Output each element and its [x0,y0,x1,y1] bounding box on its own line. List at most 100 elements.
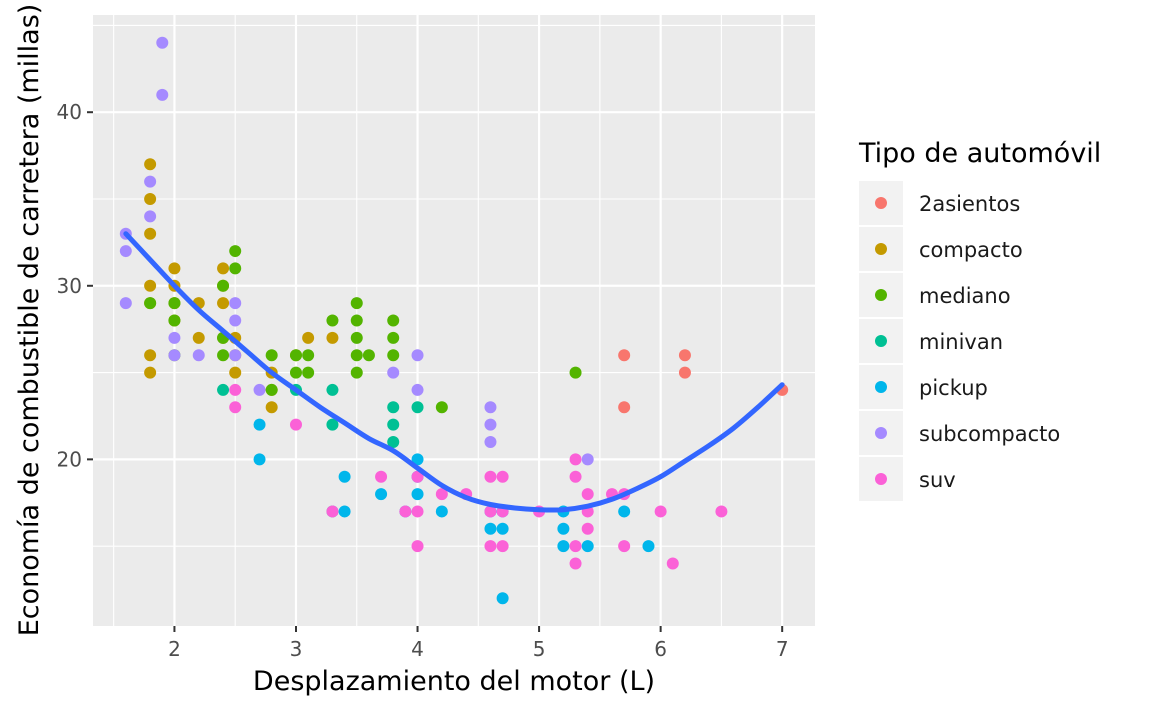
data-point [375,488,388,501]
data-point [399,505,412,518]
y-axis: 20 30 40 [57,100,93,471]
data-point [557,522,570,535]
legend-item: subcompacto [859,411,1060,455]
data-point [581,488,594,501]
data-point [387,349,400,362]
legend-label: pickup [919,376,988,400]
data-point [229,262,242,275]
data-point [144,279,157,292]
data-point [144,297,157,310]
data-point [144,349,157,362]
data-point [302,331,315,344]
data-point [411,505,424,518]
data-point [265,383,278,396]
data-point [350,349,363,362]
data-point [387,436,400,449]
data-point [618,349,631,362]
y-axis-title: Economía de combustible de carretera (mi… [14,4,45,637]
data-point [326,331,339,344]
legend-item: minivan [859,319,1003,363]
data-point [144,366,157,379]
data-point [253,453,266,466]
legend-swatch [875,473,887,485]
data-point [569,540,582,553]
legend-swatch [875,243,887,255]
data-point [484,522,497,535]
data-point [581,540,594,553]
data-point [618,401,631,414]
y-tick-label: 40 [57,100,82,124]
data-point [168,262,181,275]
data-point [350,366,363,379]
legend-item: suv [859,457,956,501]
data-point [484,505,497,518]
data-point [289,366,302,379]
x-tick-label: 3 [290,637,303,661]
data-point [496,592,509,605]
data-point [217,297,230,310]
data-point [581,522,594,535]
data-point [411,383,424,396]
legend-label: subcompacto [919,422,1060,446]
x-axis: 2 3 4 5 6 7 [168,626,789,661]
data-point [642,540,655,553]
data-point [217,279,230,292]
data-point [484,401,497,414]
data-point [678,349,691,362]
data-point [119,245,132,258]
data-point [144,175,157,188]
legend-item: 2asientos [859,181,1020,225]
data-point [387,401,400,414]
data-point [217,262,230,275]
data-point [326,314,339,327]
data-point [375,470,388,483]
data-point [229,314,242,327]
data-point [229,383,242,396]
data-point [338,470,351,483]
data-point [338,505,351,518]
data-point [350,314,363,327]
data-point [265,349,278,362]
x-tick-label: 7 [776,637,789,661]
data-point [156,88,169,101]
data-point [265,401,278,414]
data-point [350,297,363,310]
data-point [229,297,242,310]
data-point [484,436,497,449]
data-point [666,557,679,570]
data-points [119,36,789,605]
legend-label: 2asientos [919,192,1020,216]
data-point [350,331,363,344]
data-point [618,505,631,518]
data-point [192,331,205,344]
data-point [192,349,205,362]
data-point [569,366,582,379]
data-point [217,383,230,396]
data-point [326,505,339,518]
data-point [289,418,302,431]
data-point [411,540,424,553]
data-point [253,418,266,431]
data-point [302,366,315,379]
x-tick-label: 4 [411,637,424,661]
legend-label: mediano [919,284,1011,308]
data-point [229,401,242,414]
data-point [387,331,400,344]
data-point [168,297,181,310]
legend-item: compacto [859,227,1023,271]
major-gridlines [93,15,815,626]
data-point [168,349,181,362]
data-point [411,401,424,414]
data-point [326,383,339,396]
data-point [411,470,424,483]
data-point [678,366,691,379]
data-point [144,227,157,240]
legend-label: minivan [919,330,1003,354]
data-point [569,470,582,483]
plot-panel [93,15,815,626]
data-point [302,349,315,362]
y-tick-label: 30 [57,274,82,298]
data-point [411,488,424,501]
data-point [569,557,582,570]
legend-swatch [875,427,887,439]
